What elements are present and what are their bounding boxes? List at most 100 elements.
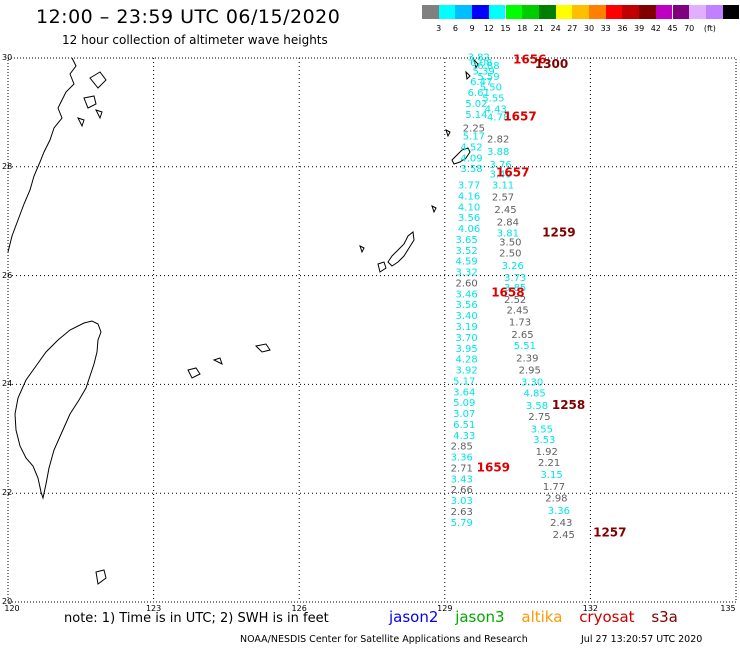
legend-label: 70 <box>684 24 695 33</box>
map-subtitle: 12 hour collection of altimeter wave hei… <box>62 33 328 47</box>
coastlines <box>7 57 479 585</box>
wave-height-value: 4.78 <box>487 113 509 124</box>
legend-label: 21 <box>533 24 544 33</box>
wave-height-value: 2.60 <box>456 278 478 289</box>
legend-label: 9 <box>469 24 475 33</box>
wave-height-value: 5.14 <box>465 110 487 121</box>
wave-height-value: 2.98 <box>545 493 567 504</box>
amami-island <box>451 147 471 165</box>
sat-jason2-label: jason2 <box>389 608 439 626</box>
wave-height-value: 2.65 <box>511 330 533 341</box>
taiwan-coastline <box>14 320 102 500</box>
map-frame <box>7 57 737 603</box>
lat-label: 26 <box>2 270 13 280</box>
legend-swatch <box>639 5 656 19</box>
timestamp: Jul 27 13:20:57 UTC 2020 <box>581 634 703 645</box>
wave-height-value: 2.84 <box>497 218 519 229</box>
legend-label: 12 <box>483 24 494 33</box>
wave-height-value: 3.70 <box>456 333 478 344</box>
lat-label: 30 <box>2 53 13 62</box>
wave-height-value: 3.81 <box>497 228 519 239</box>
legend-swatch <box>522 5 539 19</box>
wave-height-value: 2.85 <box>451 442 473 453</box>
wave-height-value: 3.46 <box>456 289 478 300</box>
legend-label: 30 <box>583 24 595 33</box>
lon-label: 129 <box>437 604 453 613</box>
wave-height-value: 5.09 <box>453 398 475 409</box>
legend-label: 18 <box>517 24 528 33</box>
wave-height-value: 3.36 <box>451 453 473 464</box>
legend-swatch <box>722 5 740 19</box>
wave-height-value: 4.16 <box>458 191 480 202</box>
wave-height-value: 1.92 <box>536 447 558 458</box>
tokara-islands <box>359 58 479 254</box>
wave-height-value: 2.66 <box>451 485 473 496</box>
wave-height-value: 2.45 <box>494 205 516 216</box>
wave-height-value: 3.77 <box>458 181 480 192</box>
wave-height-value: 3.03 <box>451 496 473 507</box>
wave-height-value: 2.45 <box>553 530 575 541</box>
sat-cryosat-label: cryosat <box>579 608 635 626</box>
wave-height-value: 3.49 <box>489 170 511 181</box>
wave-height-value: 1.73 <box>509 318 531 329</box>
wave-height-value: 6.51 <box>453 420 475 431</box>
legend-swatch <box>488 5 506 19</box>
wave-height-value: 3.65 <box>456 235 478 246</box>
legend-swatch <box>572 5 589 19</box>
wave-height-value: 6.47 <box>470 77 492 88</box>
wave-height-value: 2.75 <box>528 412 550 423</box>
zhoushan-islands <box>77 71 107 128</box>
wave-height-value: 3.36 <box>548 506 570 517</box>
wave-height-value: 4.09 <box>460 153 482 164</box>
wave-height-value: 5.51 <box>514 341 536 352</box>
legend-swatch <box>622 5 640 19</box>
lat-label: 24 <box>2 379 13 389</box>
wave-height-value: 2.45 <box>506 306 528 317</box>
legend-label: 45 <box>667 24 678 33</box>
wave-height-value: 3.15 <box>540 470 562 481</box>
lon-label: 123 <box>145 604 162 613</box>
pass-time-label: 1657 <box>503 110 536 124</box>
wave-height-value: 3.55 <box>531 424 553 435</box>
wave-height-value: 3.58 <box>526 401 548 412</box>
wave-height-value: 2.71 <box>451 463 473 474</box>
legend-label: 15 <box>500 24 511 33</box>
wave-height-value: 3.19 <box>456 322 478 333</box>
legend-label: 27 <box>567 24 578 33</box>
wave-height-value: 2.57 <box>492 193 514 204</box>
legend-swatch <box>672 5 690 19</box>
wave-height-value: 2.21 <box>538 458 560 469</box>
legend-swatch <box>455 5 473 19</box>
wave-height-value: 6.88 <box>477 61 499 72</box>
wave-height-value: 3.76 <box>489 160 511 171</box>
okinawa-island <box>387 231 415 267</box>
legend-swatch <box>505 5 523 19</box>
legend-label: (ft) <box>703 24 716 33</box>
wave-height-value: 2.50 <box>499 249 521 260</box>
wave-height-value: 1.77 <box>543 482 565 493</box>
wave-height-value: 5.79 <box>451 518 473 529</box>
legend-swatch <box>605 5 623 19</box>
wave-height-value: 5.17 <box>463 132 485 143</box>
wave-height-value: 3.40 <box>456 311 478 322</box>
wave-height-value: 4.43 <box>485 104 507 115</box>
pass-time-label: 1259 <box>542 225 575 239</box>
wave-height-value: 4.52 <box>460 142 482 153</box>
wave-height-value: 3.64 <box>453 387 475 398</box>
island-mid <box>95 261 387 585</box>
wave-height-value: 3.53 <box>533 435 555 446</box>
credit-line: NOAA/NESDIS Center for Satellite Applica… <box>240 634 528 645</box>
wave-height-value: 6.61 <box>468 88 490 99</box>
mainland-coast <box>7 57 77 253</box>
wave-height-value: 3.73 <box>504 273 526 284</box>
lon-label: 126 <box>291 604 307 613</box>
wave-height-value: 3.07 <box>453 409 475 420</box>
pass-time-label: 1659 <box>477 460 510 474</box>
lon-label: 132 <box>582 604 599 613</box>
pass-time-label: 1658 <box>491 285 524 299</box>
lat-label: 20 <box>2 597 13 606</box>
wave-height-value: 3.82 <box>468 53 490 64</box>
wave-height-value: 4.28 <box>456 355 478 366</box>
legend-swatch <box>538 5 556 19</box>
